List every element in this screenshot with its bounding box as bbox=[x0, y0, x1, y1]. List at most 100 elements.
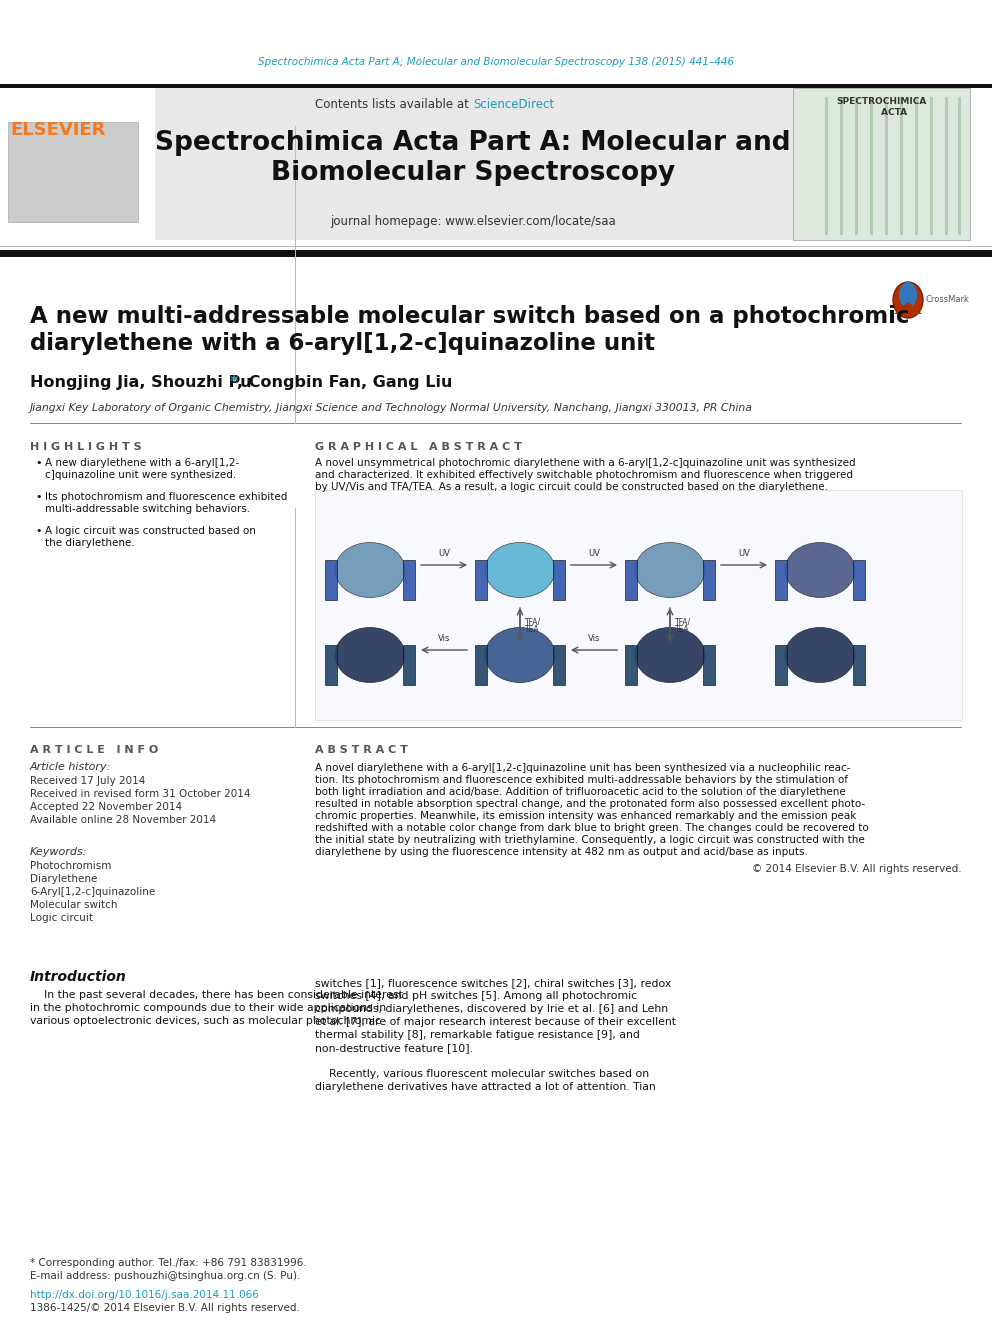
Text: by UV/Vis and TFA/TEA. As a result, a logic circuit could be constructed based o: by UV/Vis and TFA/TEA. As a result, a lo… bbox=[315, 482, 828, 492]
Text: SPECTROCHIMICA
        ACTA: SPECTROCHIMICA ACTA bbox=[837, 98, 928, 116]
Bar bbox=[0, 250, 992, 257]
Text: © 2014 Elsevier B.V. All rights reserved.: © 2014 Elsevier B.V. All rights reserved… bbox=[752, 864, 962, 875]
Bar bbox=[325, 646, 337, 685]
Ellipse shape bbox=[485, 542, 555, 598]
Text: E-mail address: pushouzhi@tsinghua.org.cn (S. Pu).: E-mail address: pushouzhi@tsinghua.org.c… bbox=[30, 1271, 301, 1281]
Text: TEA: TEA bbox=[675, 626, 689, 635]
Bar bbox=[915, 97, 918, 235]
Text: H I G H L I G H T S: H I G H L I G H T S bbox=[30, 442, 142, 452]
Bar bbox=[945, 97, 948, 235]
Text: UV: UV bbox=[438, 549, 450, 558]
Text: TEA: TEA bbox=[525, 626, 540, 635]
Bar bbox=[553, 560, 565, 601]
Text: G R A P H I C A L   A B S T R A C T: G R A P H I C A L A B S T R A C T bbox=[315, 442, 522, 452]
Bar bbox=[793, 89, 970, 239]
Text: Diarylethene: Diarylethene bbox=[30, 875, 97, 884]
Text: chromic properties. Meanwhile, its emission intensity was enhanced remarkably an: chromic properties. Meanwhile, its emiss… bbox=[315, 811, 856, 822]
Bar bbox=[853, 560, 865, 601]
Text: Article history:: Article history: bbox=[30, 762, 111, 773]
Bar bbox=[0, 83, 992, 89]
Text: A logic circuit was constructed based on: A logic circuit was constructed based on bbox=[45, 527, 256, 536]
Bar bbox=[703, 646, 715, 685]
Bar bbox=[155, 89, 793, 239]
Bar bbox=[775, 560, 787, 601]
Ellipse shape bbox=[785, 627, 855, 683]
Bar bbox=[403, 646, 415, 685]
Text: compounds, diarylethenes, discovered by Irie et al. [6] and Lehn: compounds, diarylethenes, discovered by … bbox=[315, 1004, 669, 1013]
Text: switches [4], and pH switches [5]. Among all photochromic: switches [4], and pH switches [5]. Among… bbox=[315, 991, 637, 1002]
Text: http://dx.doi.org/10.1016/j.saa.2014.11.066: http://dx.doi.org/10.1016/j.saa.2014.11.… bbox=[30, 1290, 259, 1301]
Text: UV: UV bbox=[738, 549, 750, 558]
Bar bbox=[900, 97, 903, 235]
Text: Spectrochimica Acta Part A; Molecular and Biomolecular Spectroscopy 138 (2015) 4: Spectrochimica Acta Part A; Molecular an… bbox=[258, 57, 734, 67]
Bar bbox=[885, 97, 888, 235]
Text: Vis: Vis bbox=[588, 634, 600, 643]
Ellipse shape bbox=[899, 282, 917, 308]
Text: A novel diarylethene with a 6-aryl[1,2-c]quinazoline unit has been synthesized v: A novel diarylethene with a 6-aryl[1,2-c… bbox=[315, 763, 850, 773]
Text: •: • bbox=[35, 527, 42, 536]
Text: A B S T R A C T: A B S T R A C T bbox=[315, 745, 408, 755]
Text: multi-addressable switching behaviors.: multi-addressable switching behaviors. bbox=[45, 504, 250, 515]
Text: ScienceDirect: ScienceDirect bbox=[473, 98, 555, 111]
Text: Jiangxi Key Laboratory of Organic Chemistry, Jiangxi Science and Technology Norm: Jiangxi Key Laboratory of Organic Chemis… bbox=[30, 404, 753, 413]
Text: various optoelectronic devices, such as molecular photochromic: various optoelectronic devices, such as … bbox=[30, 1016, 381, 1027]
Text: thermal stability [8], remarkable fatigue resistance [9], and: thermal stability [8], remarkable fatigu… bbox=[315, 1031, 640, 1040]
Bar bbox=[553, 646, 565, 685]
Ellipse shape bbox=[785, 542, 855, 598]
Bar bbox=[775, 646, 787, 685]
Ellipse shape bbox=[893, 282, 923, 318]
Bar bbox=[855, 97, 858, 235]
Bar bbox=[325, 560, 337, 601]
Text: A R T I C L E   I N F O: A R T I C L E I N F O bbox=[30, 745, 159, 755]
Bar bbox=[315, 490, 962, 720]
Text: redshifted with a notable color change from dark blue to bright green. The chang: redshifted with a notable color change f… bbox=[315, 823, 869, 833]
Text: resulted in notable absorption spectral change, and the protonated form also pos: resulted in notable absorption spectral … bbox=[315, 799, 865, 808]
Ellipse shape bbox=[635, 627, 705, 683]
Text: Molecular switch: Molecular switch bbox=[30, 900, 117, 910]
Text: In the past several decades, there has been considerable interest: In the past several decades, there has b… bbox=[30, 990, 403, 1000]
Text: * Corresponding author. Tel./fax: +86 791 83831996.: * Corresponding author. Tel./fax: +86 79… bbox=[30, 1258, 307, 1267]
Text: tion. Its photochromism and fluorescence exhibited multi-addressable behaviors b: tion. Its photochromism and fluorescence… bbox=[315, 775, 848, 785]
Text: and characterized. It exhibited effectively switchable photochromism and fluores: and characterized. It exhibited effectiv… bbox=[315, 470, 853, 480]
Text: both light irradiation and acid/base. Addition of trifluoroacetic acid to the so: both light irradiation and acid/base. Ad… bbox=[315, 787, 846, 796]
Text: , Congbin Fan, Gang Liu: , Congbin Fan, Gang Liu bbox=[237, 374, 452, 390]
Bar bbox=[853, 646, 865, 685]
Text: 1386-1425/© 2014 Elsevier B.V. All rights reserved.: 1386-1425/© 2014 Elsevier B.V. All right… bbox=[30, 1303, 300, 1312]
Bar bbox=[870, 97, 873, 235]
Bar bbox=[0, 89, 155, 239]
Text: switches [1], fluorescence switches [2], chiral switches [3], redox: switches [1], fluorescence switches [2],… bbox=[315, 978, 672, 988]
Text: 6-Aryl[1,2-c]quinazoline: 6-Aryl[1,2-c]quinazoline bbox=[30, 886, 156, 897]
Text: non-destructive feature [10].: non-destructive feature [10]. bbox=[315, 1043, 473, 1053]
Bar bbox=[625, 646, 637, 685]
Ellipse shape bbox=[635, 542, 705, 598]
Text: Spectrochimica Acta Part A: Molecular and
Biomolecular Spectroscopy: Spectrochimica Acta Part A: Molecular an… bbox=[155, 130, 791, 187]
Bar bbox=[475, 560, 487, 601]
Polygon shape bbox=[894, 302, 922, 314]
Text: the diarylethene.: the diarylethene. bbox=[45, 538, 135, 548]
Ellipse shape bbox=[335, 627, 405, 683]
Ellipse shape bbox=[335, 542, 405, 598]
Text: journal homepage: www.elsevier.com/locate/saa: journal homepage: www.elsevier.com/locat… bbox=[330, 216, 616, 229]
Text: A new multi-addressable molecular switch based on a photochromic
diarylethene wi: A new multi-addressable molecular switch… bbox=[30, 306, 910, 355]
Bar bbox=[403, 560, 415, 601]
Text: TFA/: TFA/ bbox=[675, 618, 691, 627]
Text: et al. [7], are of major research interest because of their excellent: et al. [7], are of major research intere… bbox=[315, 1017, 676, 1027]
Text: diarylethene derivatives have attracted a lot of attention. Tian: diarylethene derivatives have attracted … bbox=[315, 1082, 656, 1091]
Bar bbox=[930, 97, 933, 235]
Text: Introduction: Introduction bbox=[30, 970, 127, 984]
Text: Vis: Vis bbox=[437, 634, 450, 643]
Bar bbox=[475, 646, 487, 685]
Text: *: * bbox=[230, 374, 238, 390]
Text: ELSEVIER: ELSEVIER bbox=[10, 120, 105, 139]
Text: Logic circuit: Logic circuit bbox=[30, 913, 93, 923]
Text: CrossMark: CrossMark bbox=[926, 295, 970, 304]
Text: diarylethene by using the fluorescence intensity at 482 nm as output and acid/ba: diarylethene by using the fluorescence i… bbox=[315, 847, 807, 857]
Text: Keywords:: Keywords: bbox=[30, 847, 87, 857]
Text: Accepted 22 November 2014: Accepted 22 November 2014 bbox=[30, 802, 183, 812]
Text: •: • bbox=[35, 458, 42, 468]
Text: •: • bbox=[35, 492, 42, 501]
Text: Hongjing Jia, Shouzhi Pu: Hongjing Jia, Shouzhi Pu bbox=[30, 374, 252, 390]
Text: Contents lists available at: Contents lists available at bbox=[315, 98, 473, 111]
Text: A new diarylethene with a 6-aryl[1,2-: A new diarylethene with a 6-aryl[1,2- bbox=[45, 458, 239, 468]
Text: c]quinazoline unit were synthesized.: c]quinazoline unit were synthesized. bbox=[45, 470, 236, 480]
